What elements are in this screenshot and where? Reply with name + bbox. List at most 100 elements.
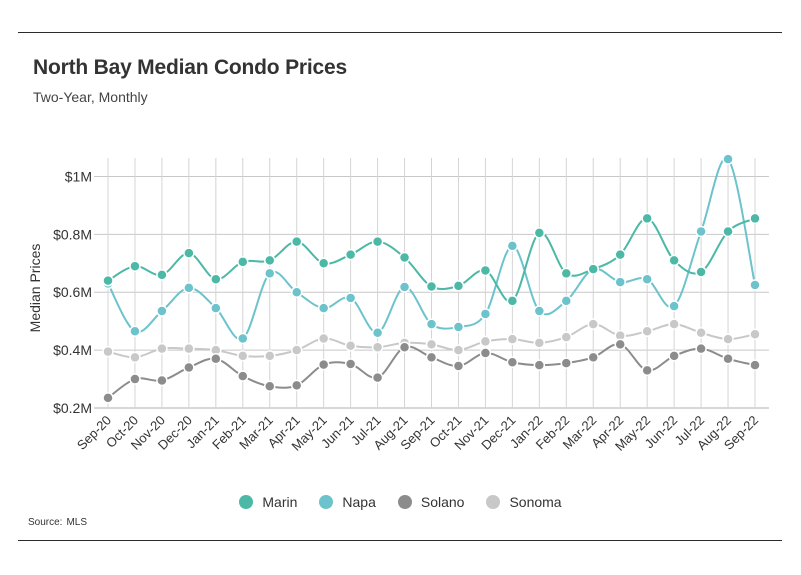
data-point-solano: [344, 358, 357, 370]
data-point-napa: [695, 225, 707, 238]
data-point-solano: [614, 338, 626, 351]
top-rule: [18, 32, 782, 33]
data-point-napa: [479, 308, 492, 320]
legend-item-sonoma: Sonoma: [486, 494, 562, 510]
y-tick-label: $0.4M: [53, 342, 92, 358]
data-point-sonoma: [344, 340, 357, 352]
data-point-solano: [641, 364, 653, 377]
chart-subtitle: Two-Year, Monthly: [33, 89, 148, 105]
data-point-napa: [183, 282, 195, 294]
data-point-marin: [237, 256, 249, 268]
data-point-sonoma: [317, 332, 330, 345]
data-point-napa: [237, 332, 249, 345]
data-point-sonoma: [668, 318, 680, 330]
y-tick-label: $0.8M: [53, 226, 92, 242]
data-point-solano: [506, 356, 519, 369]
legend-swatch-marin: [239, 495, 254, 509]
y-tick-label: $0.6M: [53, 284, 92, 300]
data-point-marin: [183, 247, 195, 259]
data-point-solano: [668, 350, 680, 362]
data-point-sonoma: [695, 327, 707, 339]
data-point-solano: [425, 351, 438, 364]
data-point-solano: [533, 359, 546, 371]
data-point-marin: [156, 269, 168, 281]
data-point-sonoma: [560, 331, 573, 343]
data-point-solano: [317, 358, 330, 371]
data-point-solano: [102, 392, 114, 404]
chart-title: North Bay Median Condo Prices: [33, 56, 347, 79]
data-point-sonoma: [156, 342, 168, 355]
data-point-solano: [398, 341, 411, 353]
data-point-sonoma: [452, 344, 465, 356]
data-point-napa: [533, 305, 546, 317]
data-point-sonoma: [533, 337, 546, 349]
data-point-sonoma: [183, 342, 195, 355]
y-axis-ticks: $0.2M $0.4M $0.6M $0.8M $1M: [53, 168, 92, 416]
data-point-sonoma: [264, 350, 276, 362]
legend: Marin Napa Solano Sonoma: [0, 494, 801, 510]
bottom-rule: [18, 540, 782, 541]
data-point-marin: [533, 227, 546, 239]
data-point-marin: [641, 212, 653, 225]
x-tick-label: Sep-20: [74, 413, 114, 453]
data-point-sonoma: [506, 333, 519, 345]
data-point-sonoma: [237, 350, 249, 362]
data-point-marin: [344, 248, 357, 261]
data-point-napa: [722, 153, 734, 165]
data-point-napa: [398, 281, 411, 293]
data-point-solano: [129, 373, 141, 385]
data-point-marin: [129, 260, 141, 272]
data-point-marin: [614, 248, 626, 261]
legend-item-napa: Napa: [319, 494, 376, 510]
data-point-marin: [749, 212, 761, 225]
data-point-napa: [344, 292, 357, 304]
data-point-solano: [695, 342, 707, 355]
data-point-sonoma: [290, 344, 303, 356]
data-point-napa: [560, 295, 573, 307]
data-point-sonoma: [129, 351, 141, 364]
data-point-marin: [560, 267, 573, 280]
data-point-napa: [614, 276, 626, 288]
data-point-marin: [479, 264, 492, 277]
legend-item-marin: Marin: [239, 494, 297, 510]
data-point-sonoma: [641, 325, 653, 338]
data-point-marin: [290, 235, 303, 248]
data-point-solano: [290, 379, 303, 392]
data-point-marin: [264, 254, 276, 267]
data-point-napa: [317, 302, 330, 314]
data-point-napa: [668, 300, 680, 312]
legend-label-solano: Solano: [420, 494, 465, 510]
data-point-marin: [452, 280, 465, 292]
x-axis-ticks: Sep-20Oct-20Nov-20Dec-20Jan-21Feb-21Mar-…: [74, 413, 761, 454]
data-point-solano: [560, 357, 573, 369]
data-point-sonoma: [722, 333, 734, 345]
data-point-marin: [398, 251, 411, 264]
data-point-sonoma: [749, 328, 761, 340]
data-point-napa: [749, 279, 761, 291]
data-point-sonoma: [371, 341, 384, 353]
data-point-marin: [102, 274, 114, 287]
data-point-marin: [317, 257, 330, 270]
data-point-solano: [371, 371, 384, 384]
data-point-napa: [371, 327, 384, 339]
data-point-marin: [210, 273, 222, 285]
data-point-marin: [425, 280, 438, 293]
data-point-napa: [290, 286, 303, 298]
data-point-sonoma: [587, 318, 599, 330]
data-point-marin: [668, 254, 680, 267]
data-point-solano: [587, 351, 599, 364]
legend-swatch-sonoma: [486, 495, 501, 509]
y-tick-label: $1M: [65, 168, 92, 184]
y-axis-label: Median Prices: [27, 244, 43, 333]
data-point-napa: [264, 267, 276, 280]
data-point-solano: [452, 360, 465, 372]
legend-swatch-napa: [319, 495, 334, 509]
data-point-solano: [183, 361, 195, 374]
data-point-solano: [156, 374, 168, 387]
legend-label-sonoma: Sonoma: [509, 494, 562, 510]
data-point-napa: [641, 273, 653, 285]
data-point-napa: [156, 305, 168, 317]
data-point-napa: [425, 318, 438, 330]
legend-item-solano: Solano: [397, 494, 465, 510]
data-point-marin: [722, 225, 734, 238]
